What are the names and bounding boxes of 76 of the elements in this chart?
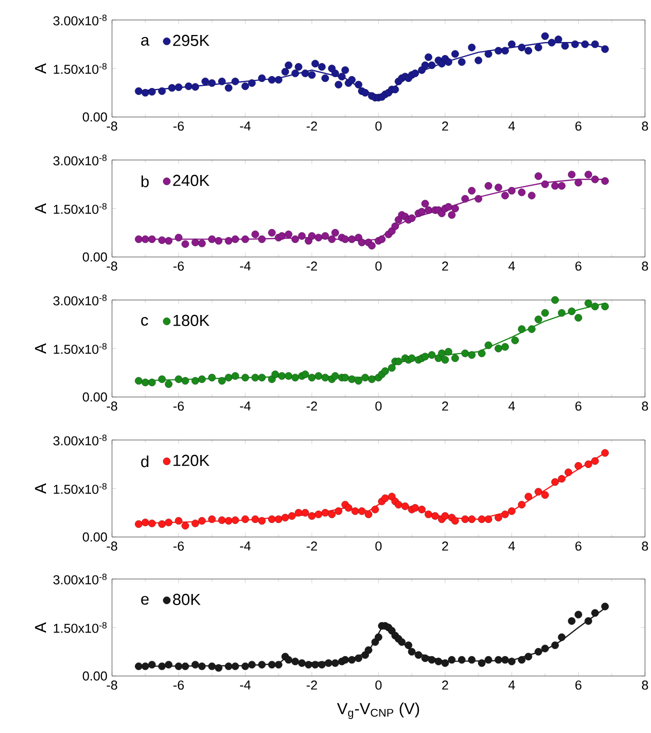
legend-label: 240K [173,174,210,186]
annotation: a [141,36,150,46]
x-tick-label: 8 [642,122,648,131]
y-tick-label: 3.00x10$^{-8}$ [53,294,107,306]
x-tick-label: 2 [442,262,448,271]
x-tick-label: 2 [442,402,448,411]
x-tick-label: -2 [306,402,317,411]
x-tick-label: -4 [240,680,251,690]
x-tick-label: 6 [575,680,582,690]
x-tick-label: 0 [375,262,382,271]
y-tick-label: 0.00 [82,392,107,402]
y-tick-label: 1.50x10$^{-8}$ [54,622,107,633]
x-tick-label: -6 [173,262,184,271]
x-tick-label: 0 [375,680,382,690]
x-tick-label: 2 [442,122,448,131]
y-tick-label: 3.00x10$^{-8}$ [53,574,107,584]
y-tick-label: 1.50x10$^{-8}$ [54,63,107,74]
x-tick-label: 8 [642,542,648,551]
x-tick-label: 2 [442,680,448,690]
annotation: c [141,316,148,326]
y-tick-label: 1.50x10$^{-8}$ [54,203,107,214]
x-tick-label: 4 [508,680,515,690]
y-tick-label: 3.00x10$^{-8}$ [53,434,107,446]
x-tick-label: -6 [173,122,184,131]
x-tick-label: -2 [306,680,317,690]
y-tick-label: 0.00 [82,252,107,262]
x-tick-label: -8 [106,122,118,131]
x-tick-label: -8 [106,542,118,551]
y-tick-label: 0.00 [82,112,107,122]
x-tick-label: -4 [240,542,251,550]
x-tick-label: 6 [575,542,582,551]
y-axis-title: A [35,622,46,633]
y-axis-title: A [35,343,46,354]
x-tick-label: -2 [306,262,317,271]
annotation: b [142,175,149,188]
x-tick-label: -2 [306,122,317,131]
x-tick-label: 8 [642,680,648,690]
x-tick-label: -8 [106,680,118,690]
x-tick-label: 4 [508,402,515,410]
y-tick-label: 0.00 [82,671,107,681]
x-tick-label: 6 [575,262,582,271]
y-tick-label: 3.00x10$^{-8}$ [53,154,107,166]
x-tick-label: -6 [173,680,184,690]
y-axis-title: A [35,483,46,494]
x-tick-label: -8 [106,402,118,411]
x-tick-label: -4 [240,262,251,270]
legend-label: 80K [173,594,201,606]
annotation: e [141,596,149,605]
x-tick-label: 2 [442,542,448,551]
x-tick-label: 0 [375,542,382,551]
y-axis-title: A [35,203,46,214]
x-tick-label: -6 [173,402,184,411]
x-tick-label: 6 [575,122,582,131]
x-tick-label: 0 [375,122,382,131]
x-tick-label: 6 [575,402,582,411]
x-tick-label: 4 [508,542,515,550]
x-tick-label: -4 [240,402,251,410]
y-tick-label: 0.00 [82,532,107,542]
x-tick-label: -6 [173,542,184,551]
annotation: d [141,455,148,468]
x-tick-label: -2 [306,542,317,551]
y-axis-title: A [35,63,46,74]
x-tick-label: 4 [508,262,515,270]
y-tick-label: 1.50x10$^{-8}$ [54,483,107,494]
x-tick-label: 4 [508,122,515,130]
x-tick-label: -8 [106,262,118,271]
y-tick-label: 3.00x10$^{-8}$ [53,14,107,26]
legend-label: 180K [174,314,210,326]
legend-label: 120K [174,454,210,466]
x-tick-label: 0 [375,402,382,411]
x-tick-label: 8 [642,262,648,271]
x-axis-title: V$_{g}$-V$_{CNP}$ (V) [337,702,420,719]
x-tick-label: -4 [240,122,251,130]
y-tick-label: 1.50x10$^{-8}$ [54,343,107,354]
legend-label: 295K [173,34,210,46]
x-tick-label: 8 [642,402,648,411]
